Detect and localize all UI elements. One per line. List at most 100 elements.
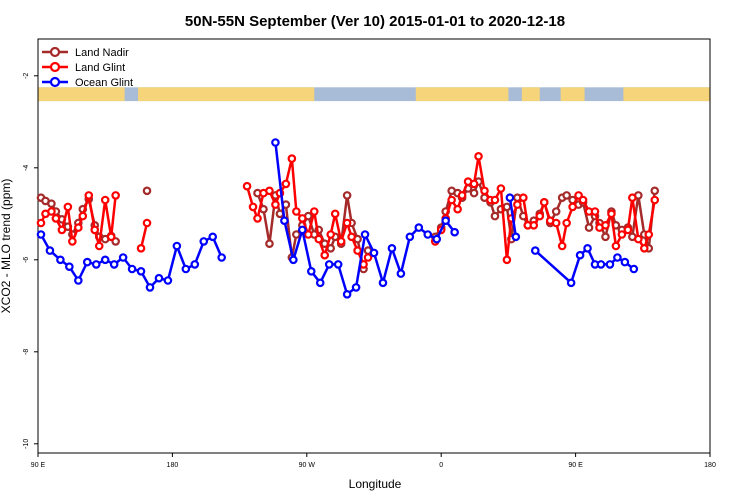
data-point xyxy=(490,211,500,221)
data-point xyxy=(469,179,479,189)
data-point xyxy=(551,207,561,216)
data-point xyxy=(530,246,540,255)
data-point xyxy=(94,241,104,251)
data-point xyxy=(314,234,324,244)
data-point xyxy=(292,230,301,239)
data-point xyxy=(414,223,424,232)
x-tick-label: 90 W xyxy=(299,462,316,469)
data-point xyxy=(136,244,146,253)
data-point xyxy=(163,276,173,285)
data-point xyxy=(36,230,46,239)
x-tick-label: 180 xyxy=(167,462,179,469)
data-point xyxy=(351,283,361,292)
series-ocean-glint xyxy=(36,138,639,299)
legend-label: Land Nadir xyxy=(75,47,129,59)
data-point xyxy=(596,260,606,269)
data-point xyxy=(347,232,356,242)
data-point xyxy=(100,255,110,265)
data-point xyxy=(578,195,588,205)
data-point xyxy=(590,207,600,216)
y-tick-label: -10 xyxy=(23,439,30,449)
data-point xyxy=(363,253,373,262)
data-point xyxy=(469,188,479,198)
data-point xyxy=(253,214,262,223)
data-point xyxy=(242,181,252,191)
axes: 90 E 180 90 W 0 90 E 180 -2 -4 -6 -8 -10 xyxy=(23,73,716,469)
y-tick-label: -6 xyxy=(23,257,30,263)
data-point xyxy=(47,207,56,216)
data-point xyxy=(634,234,643,244)
data-point xyxy=(181,264,191,274)
data-point xyxy=(336,237,346,246)
data-point xyxy=(303,230,313,239)
data-point xyxy=(620,257,630,267)
data-point xyxy=(450,227,459,237)
legend: Land Nadir Land Glint Ocean Glint xyxy=(42,46,133,89)
data-point xyxy=(396,269,406,278)
data-point xyxy=(68,237,77,246)
data-point xyxy=(513,200,522,209)
data-point xyxy=(568,202,577,212)
data-point xyxy=(330,209,340,219)
data-point xyxy=(82,257,92,267)
data-point xyxy=(480,186,489,196)
data-point xyxy=(342,289,352,299)
x-tick-label: 90 E xyxy=(31,462,46,469)
data-point xyxy=(617,230,627,239)
data-point xyxy=(199,237,209,246)
chart-title: 50N-55N September (Ver 10) 2015-01-01 to… xyxy=(185,13,565,30)
legend-marker xyxy=(49,61,61,73)
data-point xyxy=(109,260,119,269)
data-point xyxy=(91,260,101,269)
data-point xyxy=(623,225,633,235)
data-point xyxy=(315,278,325,288)
x-axis-label: Longitude xyxy=(349,477,402,491)
data-point xyxy=(78,211,88,221)
legend-label: Ocean Glint xyxy=(75,77,133,89)
land-segment xyxy=(138,87,315,102)
series xyxy=(36,138,660,299)
data-point xyxy=(84,191,94,200)
data-point xyxy=(551,218,561,228)
data-point xyxy=(650,195,660,205)
data-point xyxy=(56,255,65,265)
data-point xyxy=(271,138,280,147)
data-point xyxy=(111,191,120,200)
plot-frame xyxy=(37,38,711,454)
data-point xyxy=(281,179,291,189)
data-point xyxy=(324,260,334,269)
data-point xyxy=(74,223,83,232)
data-point xyxy=(601,221,610,230)
data-point xyxy=(172,241,182,251)
data-point xyxy=(57,225,67,235)
data-point xyxy=(36,218,46,228)
data-point xyxy=(142,186,152,196)
x-tick-label: 0 xyxy=(439,462,443,469)
land-segment xyxy=(521,87,540,102)
series-line xyxy=(139,222,149,249)
data-point xyxy=(387,244,397,253)
data-point xyxy=(271,200,280,209)
data-point xyxy=(629,264,639,274)
data-point xyxy=(562,218,571,228)
data-point xyxy=(601,232,610,242)
data-point xyxy=(136,266,146,276)
legend-marker xyxy=(49,76,61,88)
data-point xyxy=(453,204,462,214)
data-point xyxy=(90,225,100,235)
data-point xyxy=(298,214,307,223)
data-point xyxy=(447,195,456,205)
data-point xyxy=(342,191,352,200)
data-point xyxy=(490,195,500,205)
series-land-glint xyxy=(36,152,660,269)
data-point xyxy=(583,244,592,253)
data-point xyxy=(248,202,258,212)
data-point xyxy=(639,244,649,253)
land-segment xyxy=(560,87,585,102)
data-point xyxy=(505,193,515,203)
data-point xyxy=(106,232,116,242)
data-point xyxy=(74,276,83,285)
data-point xyxy=(265,186,274,196)
data-point xyxy=(309,207,319,216)
